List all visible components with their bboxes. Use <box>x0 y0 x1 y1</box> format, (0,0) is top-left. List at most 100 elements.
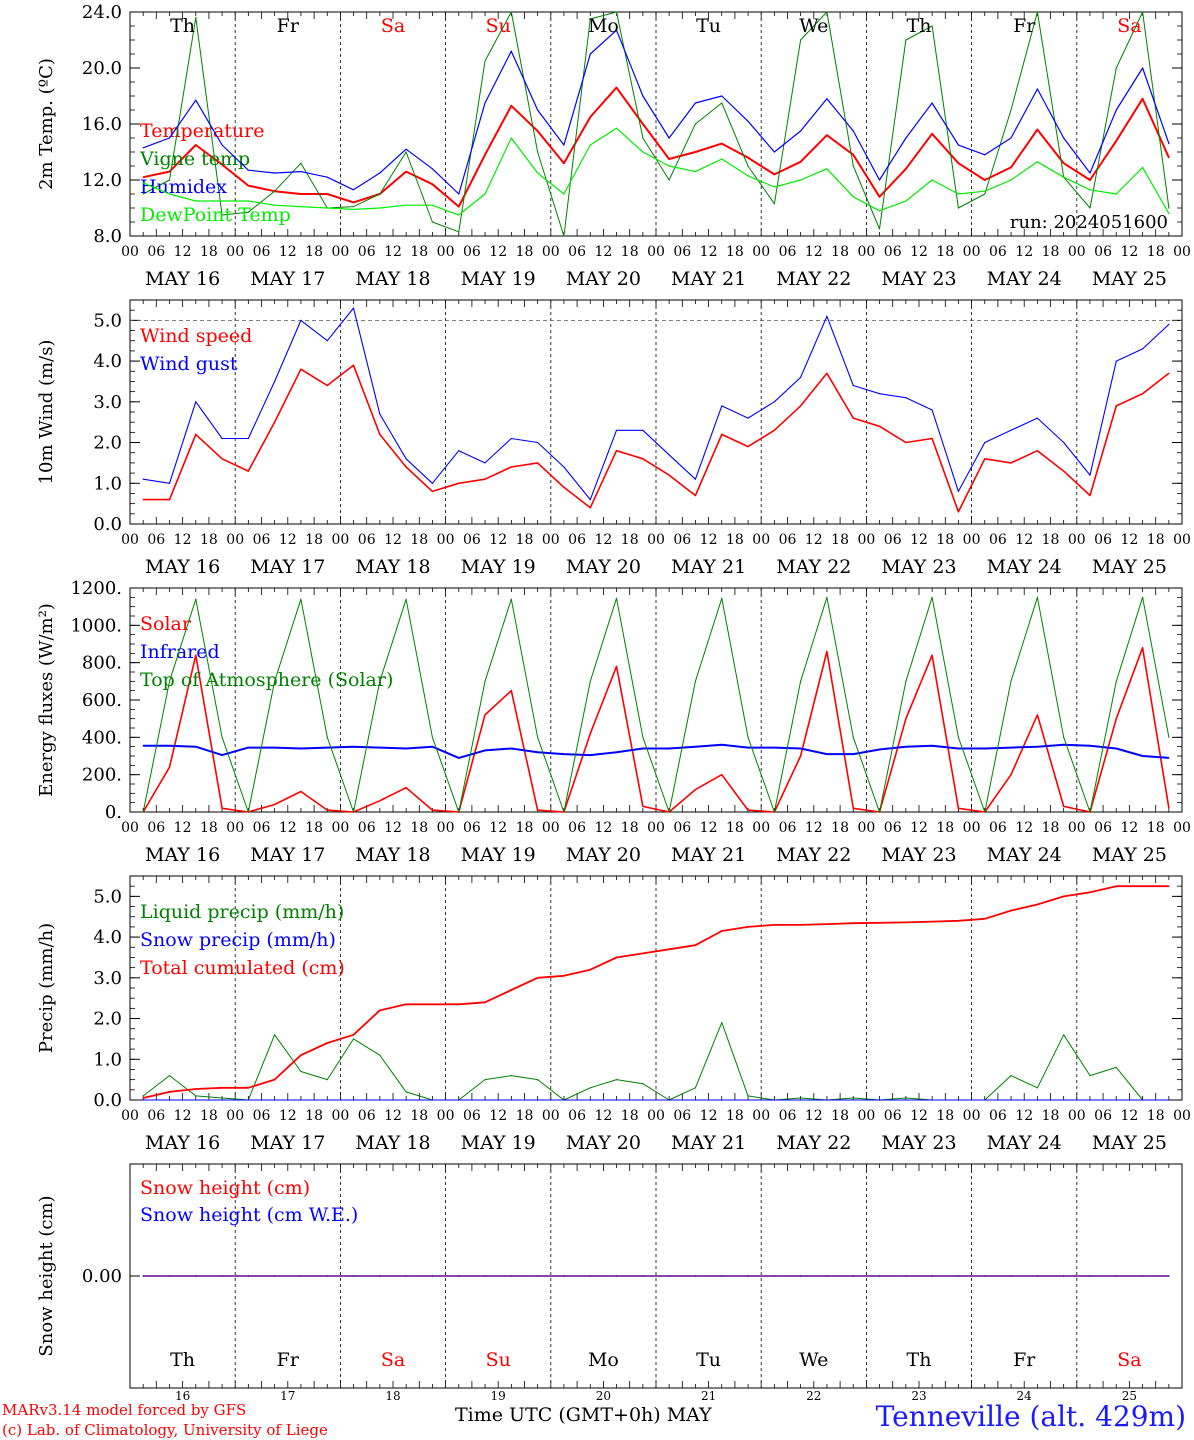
data-point <box>878 196 881 198</box>
data-point <box>300 1275 302 1277</box>
location-title: Tenneville (alt. 429m) <box>875 1400 1186 1433</box>
data-point <box>1115 140 1117 142</box>
hour-tick-label: 18 <box>305 244 323 260</box>
hour-tick-label: 12 <box>594 1108 612 1124</box>
data-point <box>747 926 749 928</box>
hour-tick-label: 00 <box>647 820 665 836</box>
hour-tick-label: 00 <box>1068 532 1086 548</box>
data-point <box>931 654 933 656</box>
data-point <box>905 200 907 202</box>
series-line <box>143 307 1170 501</box>
hour-tick-label: 00 <box>857 1108 875 1124</box>
data-point <box>800 924 802 926</box>
data-point <box>510 105 512 107</box>
hour-tick-label: 06 <box>147 820 165 836</box>
data-point <box>589 144 591 146</box>
hour-tick-label: 00 <box>226 820 244 836</box>
run-label: run: 2024051600 <box>1010 212 1168 233</box>
data-point <box>1036 746 1038 748</box>
weekday-name: Fr <box>1013 1349 1036 1371</box>
hour-tick-label: 12 <box>489 1108 507 1124</box>
data-point <box>773 151 776 153</box>
hour-tick-label: 12 <box>805 1108 823 1124</box>
data-point <box>826 134 828 136</box>
data-point <box>826 1099 828 1101</box>
hour-tick-label: 18 <box>621 244 639 260</box>
hour-tick-label: 00 <box>542 244 560 260</box>
data-point <box>142 745 144 747</box>
data-point <box>274 1275 276 1277</box>
data-point <box>300 162 302 164</box>
hour-tick-label: 06 <box>779 1108 797 1124</box>
hour-tick-label: 12 <box>805 820 823 836</box>
hour-tick-label: 12 <box>805 244 823 260</box>
data-point <box>1010 137 1012 139</box>
data-point <box>800 39 802 41</box>
data-point <box>589 733 591 735</box>
data-point <box>326 1079 328 1081</box>
data-point <box>326 340 328 342</box>
data-point <box>615 1099 618 1101</box>
data-point <box>326 1275 328 1277</box>
data-point <box>221 458 223 460</box>
data-point <box>957 511 960 513</box>
hour-tick-label: 06 <box>253 532 271 548</box>
data-point <box>458 450 460 452</box>
data-point <box>1010 747 1012 749</box>
data-point <box>379 1009 381 1012</box>
hour-tick-label: 06 <box>1094 244 1112 260</box>
data-point <box>721 433 723 435</box>
data-point <box>274 190 276 192</box>
data-point <box>721 1275 723 1277</box>
data-point <box>1089 1099 1091 1101</box>
data-point <box>905 397 907 399</box>
data-point <box>800 179 802 181</box>
data-point <box>984 1099 986 1101</box>
data-point <box>300 193 302 195</box>
data-point <box>931 102 933 104</box>
data-point <box>957 207 960 209</box>
data-point <box>1010 680 1012 682</box>
data-point <box>405 458 407 460</box>
data-point <box>221 1275 223 1277</box>
hour-tick-label: 00 <box>1068 1108 1086 1124</box>
data-point <box>852 417 854 419</box>
data-point <box>274 172 276 174</box>
data-point <box>379 680 381 682</box>
day-label: MAY 24 <box>987 1132 1062 1154</box>
data-point <box>326 1042 328 1044</box>
data-point <box>1115 885 1117 887</box>
day-label: MAY 16 <box>145 556 220 578</box>
data-point <box>931 596 933 598</box>
day-label: MAY 22 <box>776 844 851 866</box>
hour-tick-label: 12 <box>1015 244 1033 260</box>
data-point <box>274 680 276 682</box>
data-point <box>747 446 749 448</box>
data-point <box>431 482 433 484</box>
weekday-name: Tu <box>696 15 721 37</box>
data-point <box>957 490 960 492</box>
data-point <box>694 478 697 480</box>
hour-tick-label: 00 <box>963 820 981 836</box>
hour-tick-label: 12 <box>1015 532 1033 548</box>
hour-tick-label: 06 <box>884 1108 902 1124</box>
data-point <box>195 1095 197 1097</box>
data-point <box>1115 109 1117 111</box>
day-label: MAY 24 <box>987 844 1062 866</box>
data-point <box>642 1099 644 1101</box>
hour-tick-label: 06 <box>463 244 481 260</box>
day-label: MAY 23 <box>881 556 956 578</box>
legend-entry: Top of Atmosphere (Solar) <box>140 669 393 691</box>
hour-tick-label: 06 <box>463 1108 481 1124</box>
copyright: (c) Lab. of Climatology, University of L… <box>2 1421 328 1439</box>
data-point <box>168 1099 171 1101</box>
data-point <box>615 956 618 959</box>
legend-entry: Temperature <box>140 120 264 142</box>
data-point <box>694 944 697 946</box>
data-point <box>405 1091 407 1093</box>
data-point <box>694 746 697 748</box>
hour-tick-label: 06 <box>253 244 271 260</box>
data-point <box>694 680 697 682</box>
data-point <box>878 210 881 212</box>
